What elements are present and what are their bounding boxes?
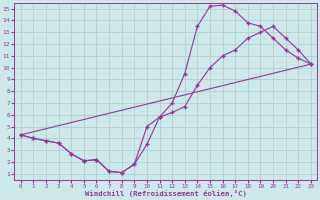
- X-axis label: Windchill (Refroidissement éolien,°C): Windchill (Refroidissement éolien,°C): [85, 190, 247, 197]
